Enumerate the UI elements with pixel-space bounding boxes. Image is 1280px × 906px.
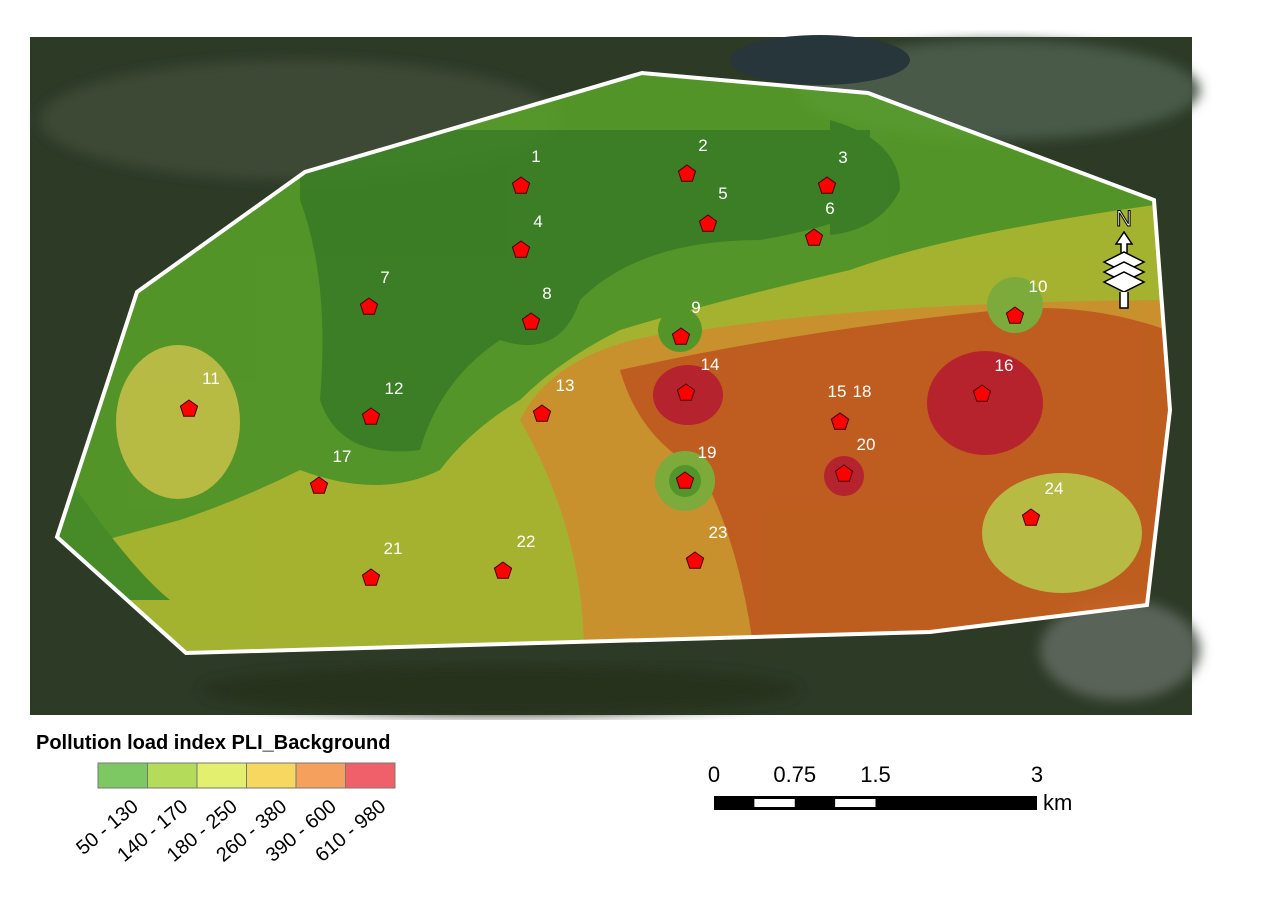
point-label: 15 xyxy=(828,382,847,401)
sample-point xyxy=(179,399,199,417)
sample-point xyxy=(817,176,837,194)
point-label: 8 xyxy=(542,284,551,303)
sample-point xyxy=(685,551,705,569)
legend-swatch xyxy=(97,762,148,789)
point-label: 17 xyxy=(333,447,352,466)
sample-point xyxy=(677,164,697,182)
point-label: 6 xyxy=(825,199,834,218)
point-label: 9 xyxy=(691,298,700,317)
legend-swatch xyxy=(147,762,198,789)
sample-point xyxy=(361,407,381,425)
scale-label: 1.5 xyxy=(860,762,891,787)
point-label: 19 xyxy=(698,443,717,462)
sample-point xyxy=(675,471,695,489)
sample-point xyxy=(1021,508,1041,526)
sample-point xyxy=(511,176,531,194)
point-label: 7 xyxy=(380,268,389,287)
point-label: 10 xyxy=(1029,277,1048,296)
scale-segment xyxy=(754,799,795,807)
point-label: 3 xyxy=(838,148,847,167)
point-label: 11 xyxy=(202,369,220,388)
point-label: 5 xyxy=(718,184,727,203)
legend-swatch xyxy=(246,762,297,789)
legend-swatch xyxy=(345,762,396,789)
point-label: 18 xyxy=(853,382,872,401)
scale-bar: 0 0.75 1.5 3km xyxy=(708,762,1072,815)
scale-label: 3 xyxy=(1031,762,1043,787)
sample-point xyxy=(361,568,381,586)
scale-unit: km xyxy=(1043,790,1072,815)
sample-point xyxy=(804,228,824,246)
sample-point xyxy=(521,312,541,330)
point-label: 20 xyxy=(857,435,876,454)
sample-point xyxy=(834,464,854,482)
point-label: 4 xyxy=(533,212,542,231)
sample-point xyxy=(671,327,691,345)
point-label: 12 xyxy=(385,379,404,398)
point-label: 2 xyxy=(698,136,707,155)
study-boundary xyxy=(54,70,1173,656)
sample-point xyxy=(972,384,992,402)
point-label: 16 xyxy=(995,356,1014,375)
point-label: 24 xyxy=(1045,479,1064,498)
point-label: 22 xyxy=(517,532,536,551)
point-label: 23 xyxy=(709,523,728,542)
sample-point xyxy=(511,240,531,258)
sample-point xyxy=(532,404,552,422)
point-label: 21 xyxy=(384,539,403,558)
sample-point xyxy=(493,561,513,579)
point-label: 13 xyxy=(556,376,575,395)
sample-point xyxy=(309,476,329,494)
sample-point xyxy=(359,297,379,315)
north-arrow: N xyxy=(1102,206,1146,309)
sample-point xyxy=(830,412,850,430)
sample-point xyxy=(1005,306,1025,324)
scale-segment xyxy=(835,799,876,807)
legend-swatch xyxy=(196,762,247,789)
point-label: 1 xyxy=(531,147,540,166)
legend-swatch xyxy=(295,762,346,789)
sample-point xyxy=(676,383,696,401)
legend-title: Pollution load index PLI_Background xyxy=(36,732,390,754)
scale-label: 0 xyxy=(708,762,720,787)
point-label: 14 xyxy=(701,355,720,374)
scale-label: 0.75 xyxy=(773,762,816,787)
north-label: N xyxy=(1116,206,1132,231)
sample-point xyxy=(698,214,718,232)
